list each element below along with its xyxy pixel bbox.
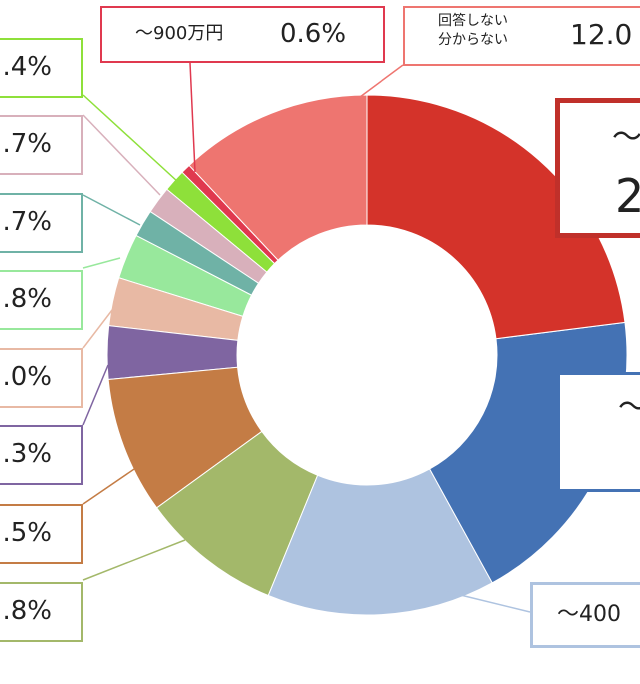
donut-slice [267, 468, 493, 616]
value-label: 2 [615, 169, 640, 223]
leader-lines [82, 62, 531, 613]
label-box [0, 38, 83, 98]
label-box [0, 425, 83, 485]
value-label: .8% [2, 284, 52, 314]
label-box [100, 6, 385, 63]
category-label: ～400 [557, 602, 621, 627]
value-label: .4% [2, 52, 52, 82]
value-label: 12.0 [570, 18, 633, 51]
value-label: .0% [2, 362, 52, 392]
label-box [0, 270, 83, 330]
label-box [555, 98, 640, 238]
category-label: ～ [618, 390, 640, 425]
label-box [0, 582, 83, 642]
label-box [557, 372, 640, 492]
category-label: 回答しない 分からない [438, 13, 508, 48]
value-label: .8% [2, 596, 52, 626]
donut-slice [366, 94, 626, 340]
label-box [0, 348, 83, 408]
donut-slice [165, 171, 276, 273]
value-label: .7% [2, 129, 52, 159]
donut-slice [135, 210, 260, 296]
donut-slice [107, 366, 263, 509]
value-label: .3% [2, 439, 52, 469]
category-label: ～900万円 [135, 23, 224, 44]
value-label: 0.6% [280, 19, 347, 49]
category-label: ～ [612, 120, 640, 155]
value-label: .5% [2, 518, 52, 548]
value-label: .7% [2, 207, 52, 237]
label-box [0, 115, 83, 175]
label-box [0, 193, 83, 253]
donut-slice [155, 430, 319, 597]
donut-slice [106, 325, 239, 381]
label-box [0, 504, 83, 564]
donut-slice [108, 277, 244, 341]
donut-slice [118, 234, 253, 318]
donut-slice [149, 188, 268, 284]
label-box [403, 6, 640, 66]
label-box [530, 582, 640, 648]
